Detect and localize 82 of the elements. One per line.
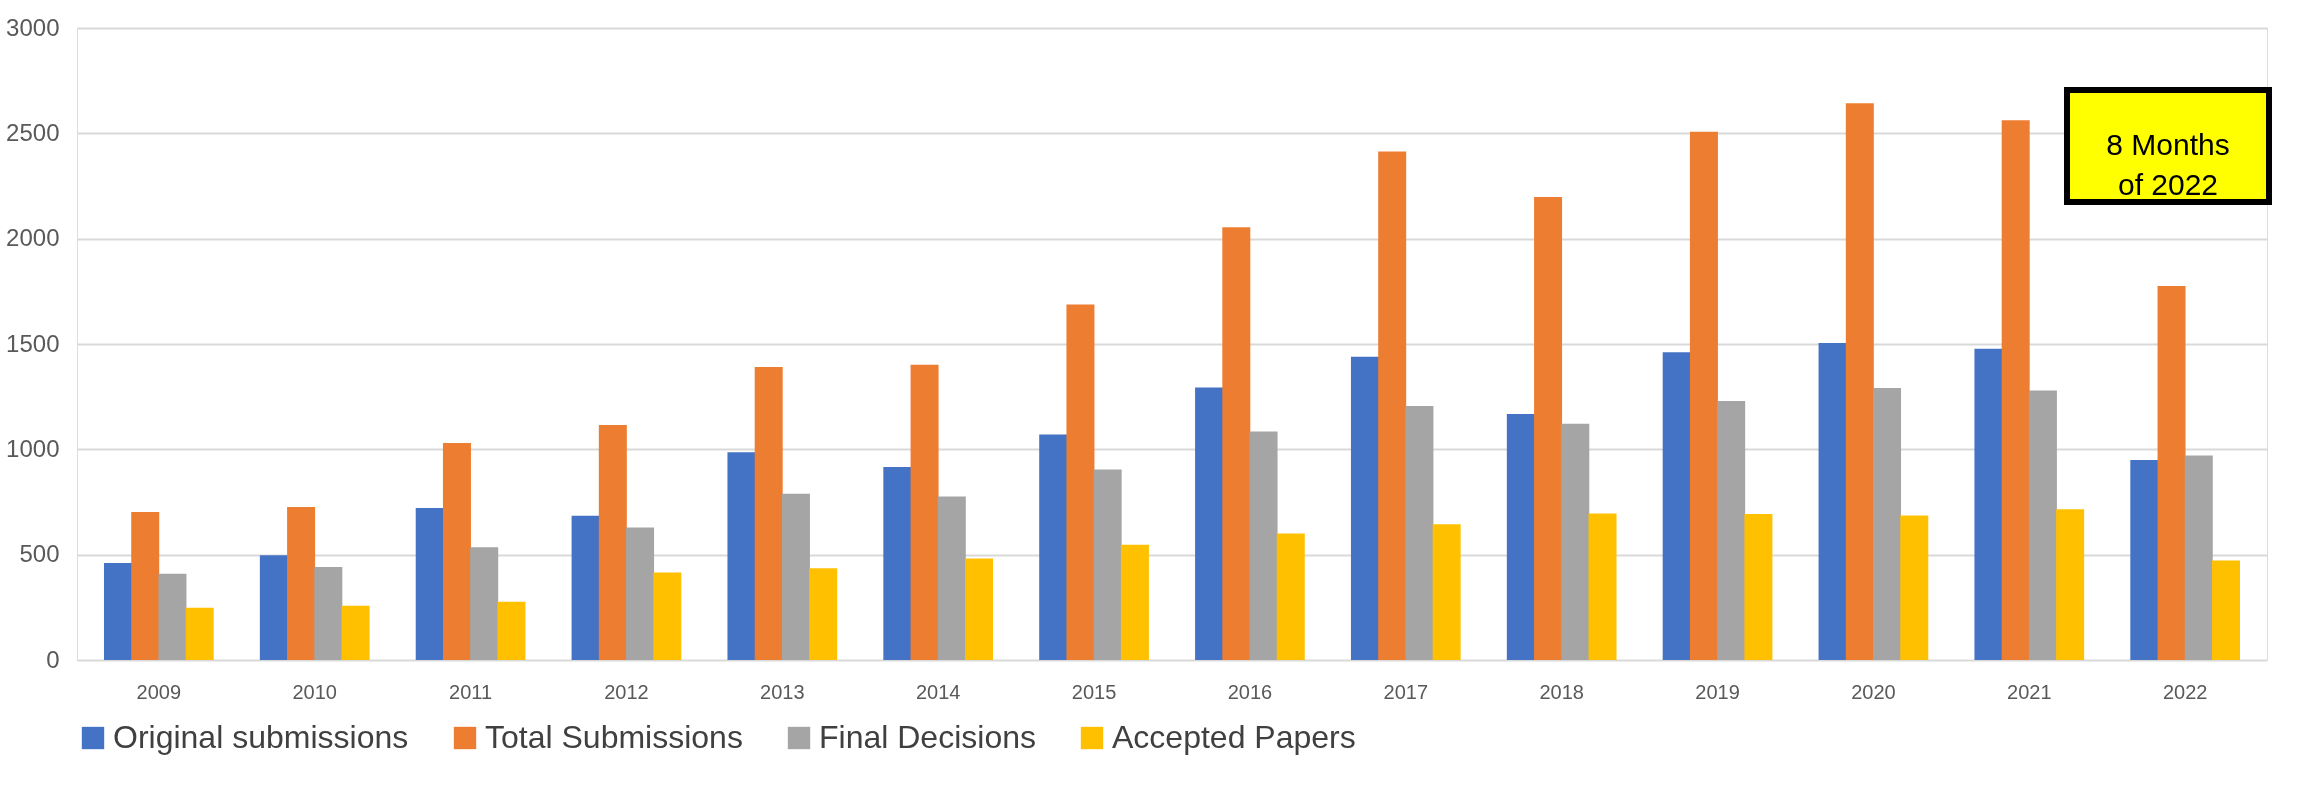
bar <box>1534 196 1563 660</box>
bar <box>497 601 526 660</box>
bar <box>809 568 838 660</box>
bar <box>2212 560 2241 660</box>
bar <box>1432 524 1461 660</box>
bar <box>1689 131 1718 660</box>
bar <box>1873 388 1902 660</box>
x-tick-label: 2016 <box>1227 680 1273 703</box>
legend-label: Original submissions <box>113 719 409 755</box>
bar <box>781 493 810 660</box>
bar <box>1662 352 1691 660</box>
x-tick-label: 2015 <box>1071 680 1117 703</box>
bar <box>287 507 316 660</box>
bar <box>103 562 132 660</box>
bar <box>965 558 994 660</box>
bar <box>1974 348 2003 660</box>
bar <box>2056 509 2085 660</box>
x-tick-label: 2011 <box>449 680 493 703</box>
bar <box>1120 544 1149 660</box>
x-tick-label: 2019 <box>1695 680 1740 703</box>
bar <box>571 515 600 660</box>
bar <box>1744 514 1773 660</box>
bar <box>415 508 444 660</box>
bar <box>1506 413 1535 660</box>
bar <box>2028 390 2057 660</box>
y-tick-label: 1000 <box>6 434 60 462</box>
bar <box>1818 342 1847 660</box>
x-tick-label: 2010 <box>292 680 337 703</box>
bar <box>470 547 499 660</box>
x-tick-label: 2012 <box>604 680 649 703</box>
bar <box>259 555 288 660</box>
bar <box>1845 103 1874 660</box>
bar <box>1561 423 1590 660</box>
bar <box>2157 286 2186 660</box>
bar <box>1405 405 1434 660</box>
bar <box>442 443 471 660</box>
x-tick-label: 2018 <box>1539 680 1584 703</box>
y-tick-label: 2500 <box>6 118 60 146</box>
x-tick-label: 2009 <box>136 680 182 703</box>
bar <box>314 567 343 660</box>
bar <box>341 605 370 660</box>
bar <box>1276 533 1305 660</box>
bar <box>2184 455 2213 660</box>
bar <box>1249 431 1278 660</box>
bar <box>2130 460 2159 660</box>
bar <box>1066 304 1095 660</box>
x-tick-label: 2017 <box>1383 680 1429 703</box>
bar <box>1350 356 1379 660</box>
annotation: 8 Months of 2022 <box>2106 128 2230 201</box>
bar <box>653 572 682 660</box>
legend-label: Accepted Papers <box>1112 719 1356 755</box>
bar <box>937 496 966 660</box>
bar <box>1039 434 1068 660</box>
y-tick-label: 2000 <box>6 224 60 252</box>
bar <box>883 467 912 660</box>
bar <box>910 364 939 660</box>
bar <box>1900 515 1929 660</box>
bar <box>1222 227 1251 660</box>
bar <box>185 607 214 660</box>
x-tick-label: 2020 <box>1851 680 1896 703</box>
bar <box>598 424 627 660</box>
bar <box>1195 387 1224 660</box>
y-tick-label: 1500 <box>6 329 60 357</box>
legend-label: Final Decisions <box>819 719 1036 755</box>
bar <box>2001 120 2030 660</box>
bar <box>1378 151 1407 660</box>
bar <box>1093 469 1122 660</box>
legend-label: Total Submissions <box>485 719 743 755</box>
bar <box>1588 513 1617 660</box>
bar <box>626 527 655 660</box>
x-tick-label: 2022 <box>2162 680 2208 703</box>
bar <box>158 573 187 660</box>
y-tick-label: 0 <box>46 645 60 673</box>
bar <box>131 512 160 660</box>
bar <box>727 452 756 660</box>
bar <box>754 366 783 660</box>
x-tick-label: 2014 <box>915 680 961 703</box>
y-tick-label: 3000 <box>6 13 60 41</box>
bar <box>1717 401 1746 660</box>
x-tick-label: 2013 <box>760 680 805 703</box>
x-tick-label: 2021 <box>2007 680 2052 703</box>
y-tick-label: 500 <box>19 540 60 568</box>
